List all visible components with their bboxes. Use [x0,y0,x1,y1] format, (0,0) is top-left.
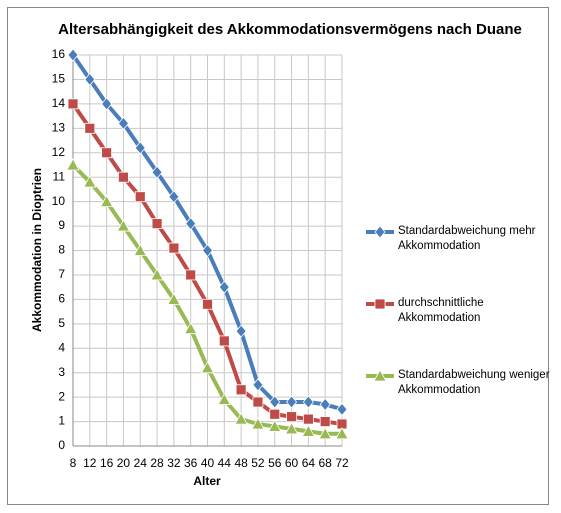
x-tick-label: 56 [268,456,282,470]
marker [99,194,114,208]
marker [200,360,215,374]
marker [318,426,332,440]
marker [84,122,96,134]
marker [67,48,79,62]
marker [235,384,247,396]
chart-title: Altersabhängigkeit des Akkommodationsver… [58,21,522,38]
x-tick-label: 64 [302,456,316,470]
marker [319,416,331,427]
marker [286,395,298,409]
y-tick-label: 5 [58,316,65,330]
y-tick-label: 1 [58,414,65,428]
x-tick-label: 72 [335,456,349,470]
marker [151,218,163,230]
marker [134,141,146,155]
marker [269,395,281,409]
x-tick-label: 24 [134,456,148,470]
y-axis-label: Akkommodation in Dioptrien [30,168,44,332]
marker [202,298,213,310]
y-tick-label: 11 [53,169,66,183]
y-tick-label: 14 [52,96,66,110]
marker [133,243,147,256]
marker [251,417,265,430]
marker [286,411,297,423]
marker [134,191,146,203]
marker [252,378,264,392]
marker [151,165,163,179]
legend-label: Standardabweichung weniger Akkommodation [398,369,550,396]
y-tick-label: 10 [52,194,66,208]
y-tick-label: 3 [58,365,65,379]
marker [67,98,79,110]
x-tick-label: 12 [83,456,97,470]
marker [117,116,129,131]
marker [218,335,230,347]
marker [168,190,180,204]
marker [218,280,230,294]
marker [101,97,113,111]
x-tick-label: 20 [117,456,131,470]
marker [83,175,97,188]
marker [373,369,387,382]
marker [284,422,299,435]
marker [336,402,348,416]
y-tick-label: 0 [58,438,65,452]
x-tick-label: 68 [319,456,333,470]
marker [302,413,314,425]
x-tick-label: 36 [184,456,198,470]
x-tick-label: 16 [100,456,114,470]
y-tick-label: 4 [58,340,65,354]
marker [374,298,386,310]
y-tick-label: 12 [52,145,66,159]
y-tick-label: 13 [52,120,66,134]
x-tick-label: 28 [150,456,164,470]
marker [184,321,198,335]
y-tick-label: 15 [52,72,66,86]
x-tick-label: 44 [218,456,232,470]
marker [185,216,197,231]
marker [185,269,197,281]
y-tick-label: 2 [58,389,65,403]
y-tick-label: 8 [58,243,65,257]
legend-label: durchschnittliche Akkommodation [398,297,484,324]
marker [101,147,113,159]
marker [118,171,129,183]
marker [150,268,164,281]
y-tick-label: 16 [52,47,66,61]
x-tick-label: 60 [285,456,299,470]
marker [235,324,247,338]
x-tick-label: 48 [234,456,248,470]
marker [302,395,314,409]
marker [201,243,214,258]
marker [335,426,349,440]
marker [217,392,231,405]
y-tick-label: 6 [58,292,65,306]
x-tick-label: 40 [201,456,215,470]
marker [269,408,281,420]
marker [116,219,131,232]
marker [66,158,80,171]
marker [301,424,316,437]
marker [374,225,386,239]
marker [252,396,264,408]
x-axis-label: Alter [193,474,221,488]
legend-label: Standardabweichung mehr Akkommodation [398,225,536,252]
marker [234,412,248,425]
marker [167,292,181,305]
marker [168,242,180,254]
y-tick-label: 7 [58,267,65,281]
y-tick-label: 9 [58,218,65,232]
marker [268,419,282,432]
x-tick-label: 32 [167,456,181,470]
x-tick-label: 52 [251,456,265,470]
marker [84,72,96,87]
x-tick-label: 8 [70,456,77,470]
marker [319,397,331,412]
